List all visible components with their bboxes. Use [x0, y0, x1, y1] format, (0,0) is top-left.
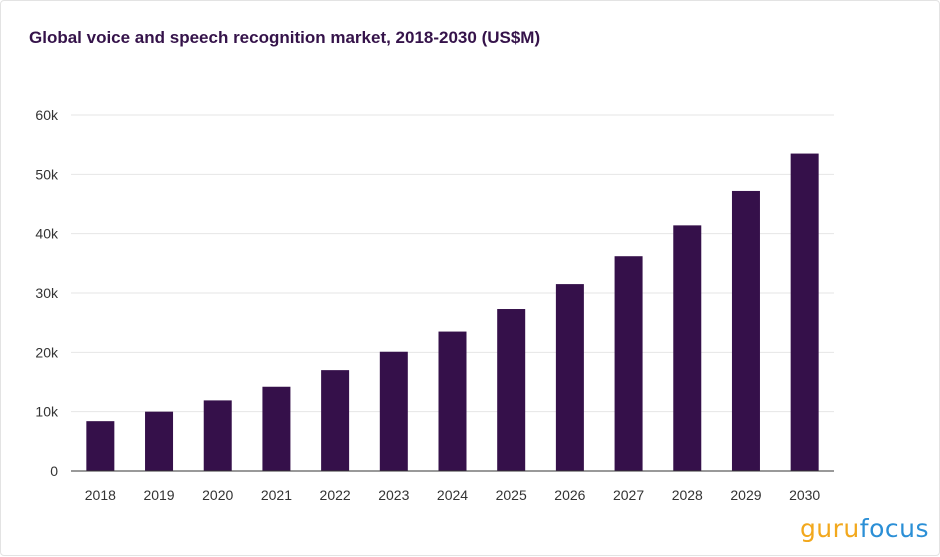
bar	[673, 225, 702, 471]
x-tick-label: 2022	[320, 487, 351, 503]
x-tick-label: 2023	[378, 487, 409, 503]
y-tick-label: 20k	[35, 344, 59, 360]
gurufocus-logo: gurufocus	[799, 514, 929, 543]
y-tick-label: 0	[50, 463, 58, 479]
x-tick-label: 2025	[496, 487, 527, 503]
bar	[203, 400, 232, 471]
x-tick-label: 2029	[730, 487, 761, 503]
x-tick-label: 2020	[202, 487, 233, 503]
bar	[145, 411, 174, 471]
x-tick-label: 2030	[789, 487, 820, 503]
x-tick-label: 2021	[261, 487, 292, 503]
bar	[262, 386, 291, 471]
bar	[731, 190, 760, 472]
y-tick-label: 10k	[35, 404, 59, 420]
bar	[438, 331, 467, 471]
bar	[614, 256, 643, 471]
bar	[379, 351, 408, 471]
x-tick-label: 2024	[437, 487, 468, 503]
bar	[321, 370, 350, 471]
x-tick-label: 2027	[613, 487, 644, 503]
x-tick-label: 2019	[143, 487, 174, 503]
chart-title: Global voice and speech recognition mark…	[29, 28, 541, 47]
y-tick-label: 30k	[35, 285, 59, 301]
bar	[497, 309, 526, 471]
y-tick-label: 50k	[35, 166, 59, 182]
bar	[555, 284, 584, 471]
y-tick-label: 60k	[35, 107, 59, 123]
bar	[86, 421, 115, 471]
x-tick-label: 2026	[554, 487, 585, 503]
bar	[790, 153, 819, 472]
y-tick-label: 40k	[35, 226, 59, 242]
x-tick-label: 2018	[85, 487, 116, 503]
x-tick-label: 2028	[672, 487, 703, 503]
